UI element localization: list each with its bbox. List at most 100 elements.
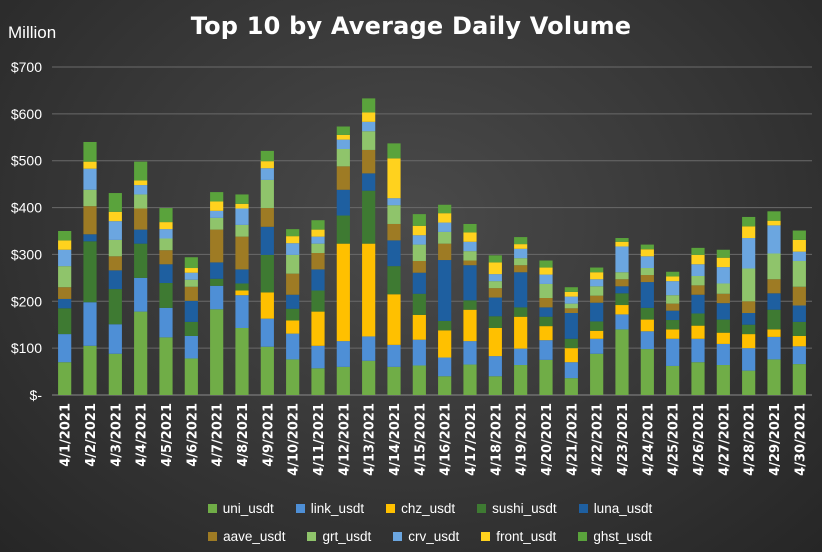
- bar-segment-ghst_usdt: [336, 126, 350, 135]
- x-tick-label: 4/4/2021: [135, 403, 150, 467]
- bar-segment-sushi_usdt: [640, 307, 654, 320]
- bar-segment-link_usdt: [362, 336, 376, 361]
- bar-segment-crv_usdt: [108, 221, 122, 240]
- bar-segment-front_usdt: [640, 249, 654, 257]
- bar-segment-front_usdt: [210, 201, 224, 211]
- bar-segment-uni_usdt: [336, 366, 350, 395]
- bar-segment-aave_usdt: [235, 236, 249, 270]
- bar-segment-link_usdt: [792, 346, 806, 365]
- bar-segment-sushi_usdt: [58, 308, 72, 335]
- bar-segment-crv_usdt: [362, 121, 376, 132]
- bar-segment-grt_usdt: [210, 217, 224, 230]
- chart-title: Top 10 by Average Daily Volume: [190, 12, 632, 40]
- bar-stack: [336, 126, 350, 395]
- legend-swatch: [477, 503, 487, 513]
- bar-segment-link_usdt: [134, 277, 148, 312]
- bar-segment-ghst_usdt: [362, 98, 376, 113]
- bar-segment-uni_usdt: [134, 311, 148, 395]
- x-tick-label: 4/5/2021: [160, 403, 175, 467]
- x-tick-label: 4/8/2021: [236, 403, 251, 467]
- bar-segment-link_usdt: [286, 333, 300, 360]
- x-tick-label: 4/19/2021: [515, 403, 530, 476]
- bar-segment-luna_usdt: [514, 272, 528, 308]
- bar-segment-crv_usdt: [286, 243, 300, 255]
- bar-segment-grt_usdt: [615, 272, 629, 280]
- bar-segment-crv_usdt: [640, 256, 654, 269]
- bar-stack: [260, 150, 274, 395]
- x-tick-label: 4/3/2021: [109, 403, 124, 467]
- bar-segment-ghst_usdt: [412, 214, 426, 226]
- legend-item-ghst_usdt: ghst_usdt: [578, 529, 652, 544]
- bar-segment-aave_usdt: [666, 303, 680, 311]
- bar-segment-sushi_usdt: [159, 283, 173, 308]
- legend-item-uni_usdt: uni_usdt: [207, 501, 274, 516]
- bar-segment-sushi_usdt: [691, 313, 705, 326]
- legend-label: aave_usdt: [223, 528, 286, 544]
- bar-segment-front_usdt: [159, 222, 173, 230]
- bar-segment-front_usdt: [362, 112, 376, 122]
- bar-stack: [539, 260, 553, 395]
- bar-stack: [463, 223, 477, 395]
- bar-segment-link_usdt: [210, 285, 224, 310]
- bar-segment-uni_usdt: [742, 370, 756, 395]
- bar-segment-front_usdt: [184, 268, 198, 273]
- bar-segment-luna_usdt: [539, 307, 553, 317]
- bar-segment-crv_usdt: [58, 249, 72, 267]
- bar-segment-front_usdt: [590, 272, 604, 280]
- bar-segment-crv_usdt: [539, 274, 553, 284]
- bar-stack: [286, 229, 300, 395]
- bar-segment-crv_usdt: [336, 139, 350, 149]
- bar-segment-sushi_usdt: [235, 283, 249, 291]
- x-tick-label: 4/24/2021: [641, 403, 656, 476]
- bar-segment-sushi_usdt: [184, 321, 198, 336]
- bar-segment-crv_usdt: [514, 248, 528, 259]
- x-tick-label: 4/7/2021: [211, 403, 226, 467]
- bar-segment-uni_usdt: [159, 337, 173, 395]
- bar-segment-chz_usdt: [691, 325, 705, 339]
- bar-segment-aave_usdt: [742, 301, 756, 313]
- bar-segment-crv_usdt: [590, 279, 604, 287]
- bar-segment-link_usdt: [387, 344, 401, 367]
- x-tick-label: 4/9/2021: [261, 403, 276, 467]
- bar-segment-ghst_usdt: [666, 271, 680, 277]
- bar-segment-luna_usdt: [691, 294, 705, 314]
- bar-segment-ghst_usdt: [235, 194, 249, 204]
- bar-segment-chz_usdt: [514, 316, 528, 349]
- bar-segment-crv_usdt: [184, 272, 198, 280]
- bar-segment-aave_usdt: [184, 286, 198, 301]
- y-tick-label: $300: [11, 246, 42, 262]
- bar-segment-grt_usdt: [767, 253, 781, 280]
- bar-segment-chz_usdt: [260, 292, 274, 319]
- bar-segment-front_usdt: [488, 262, 502, 275]
- legend-row: uni_usdt link_usdt chz_usdt sushi_usdt luna_…: [150, 494, 710, 522]
- bar-segment-ghst_usdt: [210, 192, 224, 202]
- bar-segment-grt_usdt: [539, 283, 553, 299]
- bar-segment-crv_usdt: [488, 274, 502, 282]
- y-tick-label: $700: [11, 59, 42, 75]
- legend-label: link_usdt: [310, 500, 365, 516]
- bar-stack: [83, 141, 97, 395]
- bar-segment-sushi_usdt: [108, 289, 122, 325]
- bar-segment-luna_usdt: [767, 293, 781, 310]
- bar-segment-ghst_usdt: [615, 238, 629, 242]
- x-tick-label: 4/1/2021: [59, 403, 74, 467]
- bar-segment-front_usdt: [438, 213, 452, 223]
- bar-segment-luna_usdt: [260, 226, 274, 255]
- y-axis-unit-label: Million: [8, 23, 57, 42]
- bar-segment-grt_usdt: [590, 286, 604, 296]
- bar-segment-ghst_usdt: [590, 267, 604, 273]
- bar-stack: [666, 271, 680, 395]
- bar-segment-crv_usdt: [412, 235, 426, 245]
- bar-segment-aave_usdt: [58, 287, 72, 299]
- bar-segment-link_usdt: [58, 334, 72, 363]
- bar-segment-luna_usdt: [615, 286, 629, 294]
- x-tick-label: 4/22/2021: [591, 403, 606, 476]
- bar-segment-ghst_usdt: [564, 287, 578, 292]
- bar-segment-sushi_usdt: [514, 307, 528, 317]
- bar-segment-aave_usdt: [539, 298, 553, 308]
- bar-segment-crv_usdt: [666, 281, 680, 296]
- bar-segment-front_usdt: [615, 241, 629, 247]
- bar-segment-chz_usdt: [286, 320, 300, 334]
- bar-segment-uni_usdt: [539, 359, 553, 395]
